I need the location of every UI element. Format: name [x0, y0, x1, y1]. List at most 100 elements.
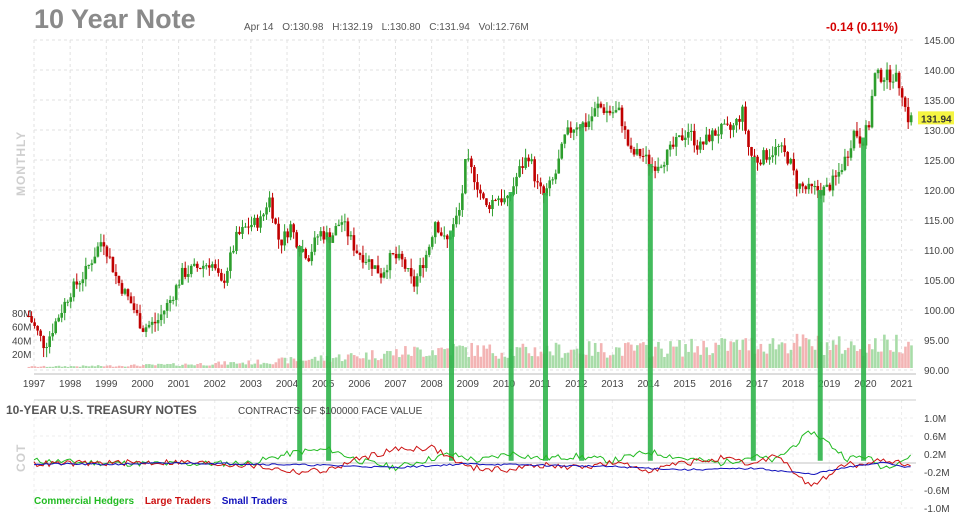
volume-bar — [175, 365, 178, 368]
volume-bar — [901, 353, 904, 368]
volume-bar — [831, 340, 835, 368]
volume-bar — [762, 351, 766, 368]
candle-body — [126, 289, 130, 297]
candle-body — [822, 186, 826, 196]
volume-bar — [355, 356, 359, 368]
volume-bar — [99, 366, 103, 368]
volume-bar — [877, 351, 880, 368]
last-price-label: 131.94 — [921, 114, 952, 125]
volume-bar — [30, 366, 34, 368]
volume-bar — [660, 348, 663, 368]
candle-body — [702, 141, 705, 145]
candle-body — [518, 166, 521, 177]
volume-bar — [340, 361, 344, 368]
candle-body — [584, 122, 588, 128]
candle-body — [262, 214, 265, 217]
volume-bar — [822, 354, 826, 368]
candle-body — [792, 158, 796, 171]
y-tick-label: 135.00 — [924, 96, 955, 107]
volume-bar — [380, 358, 383, 368]
candle-body — [42, 335, 45, 349]
candle-body — [795, 170, 799, 189]
x-tick-label: 2010 — [493, 379, 516, 390]
candle-body — [629, 145, 633, 150]
candle-body — [575, 127, 579, 130]
volume-bar — [256, 359, 260, 368]
volume-bar — [48, 366, 52, 368]
candle-body — [644, 154, 648, 157]
volume-bar — [485, 348, 489, 368]
candle-body — [906, 106, 910, 123]
volume-bar — [669, 341, 672, 368]
candle-body — [747, 130, 750, 147]
volume-bar — [404, 346, 407, 368]
volume-bar — [373, 358, 377, 368]
candle-body — [548, 180, 552, 189]
candle-body — [686, 131, 690, 138]
candle-body — [183, 267, 187, 277]
candle-body — [304, 248, 308, 259]
volume-bar — [446, 348, 449, 368]
x-tick-label: 2007 — [384, 379, 407, 390]
volume-bar — [527, 353, 531, 368]
highlight-bar — [647, 164, 653, 461]
candle-body — [186, 274, 190, 277]
volume-bar — [843, 350, 847, 368]
y-tick-label: 105.00 — [924, 276, 955, 287]
y-tick-label: 95.00 — [924, 336, 949, 347]
x-tick-label: 2008 — [420, 379, 443, 390]
candle-body — [473, 167, 476, 183]
volume-bar — [798, 346, 802, 368]
candle-body — [379, 273, 383, 278]
volume-bar — [621, 355, 624, 368]
candle-body — [220, 272, 223, 281]
candle-body — [343, 221, 347, 223]
candle-body — [524, 157, 527, 168]
volume-bar — [557, 344, 561, 368]
volume-bar — [777, 344, 781, 368]
candle-body — [223, 280, 226, 283]
volume-bar — [81, 365, 85, 368]
candle-body — [412, 276, 416, 287]
volume-bar — [377, 360, 380, 368]
candle-body — [265, 207, 268, 215]
candle-body — [232, 250, 235, 253]
volume-bar — [398, 357, 401, 368]
volume-bar — [241, 362, 245, 368]
candle-body — [714, 130, 717, 136]
candle-body — [729, 124, 732, 130]
volume-bar — [681, 356, 684, 368]
candle-body — [66, 301, 70, 303]
volume-bar — [675, 346, 678, 368]
candle-body — [741, 106, 744, 122]
volume-bar — [735, 339, 739, 368]
candle-body — [394, 253, 398, 259]
cot-y-tick-label: -0.2M — [924, 468, 950, 479]
candle-body — [153, 321, 157, 324]
volume-bar — [238, 363, 242, 368]
volume-bar — [401, 354, 404, 368]
volume-bar — [886, 339, 889, 368]
volume-bar — [268, 363, 272, 368]
volume-bar — [142, 364, 145, 368]
price-change: -0.14 (0.11%) — [826, 20, 899, 34]
volume-bar — [367, 359, 371, 368]
candle-body — [804, 186, 808, 190]
volume-bar — [530, 356, 534, 368]
volume-bar — [108, 365, 112, 368]
volume-bar — [102, 366, 106, 368]
volume-tick-label: 20M — [12, 350, 31, 361]
volume-bar — [696, 346, 699, 368]
candle-body — [138, 313, 142, 329]
volume-bar — [807, 339, 811, 368]
candle-body — [409, 268, 413, 277]
x-tick-label: 2012 — [565, 379, 588, 390]
volume-bar — [608, 355, 612, 368]
x-tick-label: 2018 — [782, 379, 805, 390]
volume-bar — [904, 346, 907, 368]
cot-panel-title: 10-YEAR U.S. TREASURY NOTES — [6, 403, 197, 417]
volume-bar — [780, 342, 784, 368]
candle-body — [268, 197, 271, 208]
candle-body — [316, 236, 320, 238]
candle-body — [614, 110, 618, 113]
